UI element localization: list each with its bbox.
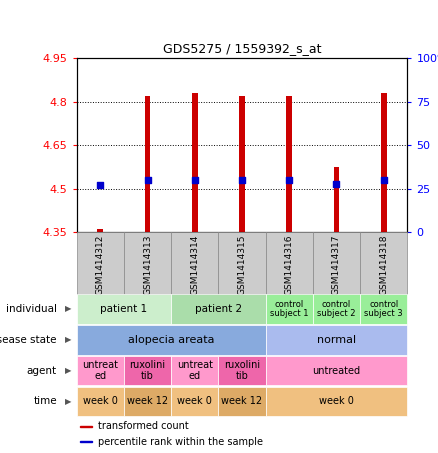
Text: week 0: week 0 [177, 396, 212, 406]
Text: ruxolini
tib: ruxolini tib [224, 360, 260, 381]
Text: time: time [33, 396, 57, 406]
Bar [124, 386, 171, 416]
Text: agent: agent [27, 366, 57, 376]
Bar [77, 325, 265, 355]
Text: transformed count: transformed count [98, 421, 189, 431]
Bar [360, 232, 407, 294]
Point [191, 177, 198, 184]
Text: week 12: week 12 [127, 396, 168, 406]
Text: untreat
ed: untreat ed [177, 360, 213, 381]
Bar [145, 96, 150, 232]
Bar [239, 96, 245, 232]
Text: GSM1414313: GSM1414313 [143, 234, 152, 295]
Text: ruxolini
tib: ruxolini tib [130, 360, 166, 381]
Bar [97, 229, 103, 232]
Text: control
subject 2: control subject 2 [317, 299, 356, 318]
Bar [77, 386, 124, 416]
Bar [286, 96, 292, 232]
Text: untreated: untreated [312, 366, 360, 376]
Text: patient 1: patient 1 [100, 304, 148, 314]
Bar [265, 386, 407, 416]
Bar [124, 232, 171, 294]
Point [97, 182, 104, 189]
Bar [77, 232, 124, 294]
Text: GSM1414318: GSM1414318 [379, 234, 388, 295]
Text: GSM1414316: GSM1414316 [285, 234, 294, 295]
Text: week 0: week 0 [319, 396, 354, 406]
Bar [265, 356, 407, 386]
Text: patient 2: patient 2 [195, 304, 242, 314]
Text: control
subject 3: control subject 3 [364, 299, 403, 318]
Bar [219, 356, 265, 386]
Bar [334, 167, 339, 232]
Bar [192, 93, 198, 232]
Text: disease state: disease state [0, 335, 57, 345]
Bar [219, 386, 265, 416]
Bar [171, 294, 265, 324]
Bar [80, 426, 92, 427]
Title: GDS5275 / 1559392_s_at: GDS5275 / 1559392_s_at [163, 43, 321, 55]
Bar [313, 294, 360, 324]
Text: GSM1414315: GSM1414315 [237, 234, 247, 295]
Bar [77, 294, 171, 324]
Bar [265, 294, 313, 324]
Text: ▶: ▶ [65, 304, 71, 313]
Text: percentile rank within the sample: percentile rank within the sample [98, 437, 263, 447]
Text: individual: individual [6, 304, 57, 314]
Bar [381, 93, 387, 232]
Bar [360, 294, 407, 324]
Text: untreat
ed: untreat ed [82, 360, 118, 381]
Text: ▶: ▶ [65, 397, 71, 406]
Point [286, 177, 293, 184]
Text: GSM1414314: GSM1414314 [190, 234, 199, 294]
Text: GSM1414317: GSM1414317 [332, 234, 341, 295]
Point [238, 177, 245, 184]
Bar [124, 356, 171, 386]
Point [380, 177, 387, 184]
Text: ▶: ▶ [65, 366, 71, 375]
Bar [313, 232, 360, 294]
Bar [77, 356, 124, 386]
Point [333, 180, 340, 187]
Bar [171, 232, 219, 294]
Text: normal: normal [317, 335, 356, 345]
Text: GSM1414312: GSM1414312 [96, 234, 105, 294]
Text: week 0: week 0 [83, 396, 118, 406]
Text: week 12: week 12 [222, 396, 262, 406]
Bar [171, 386, 219, 416]
Text: control
subject 1: control subject 1 [270, 299, 308, 318]
Bar [265, 325, 407, 355]
Bar [80, 441, 92, 442]
Text: ▶: ▶ [65, 335, 71, 344]
Bar [219, 232, 265, 294]
Point [144, 177, 151, 184]
Bar [171, 356, 219, 386]
Text: alopecia areata: alopecia areata [128, 335, 214, 345]
Bar [265, 232, 313, 294]
